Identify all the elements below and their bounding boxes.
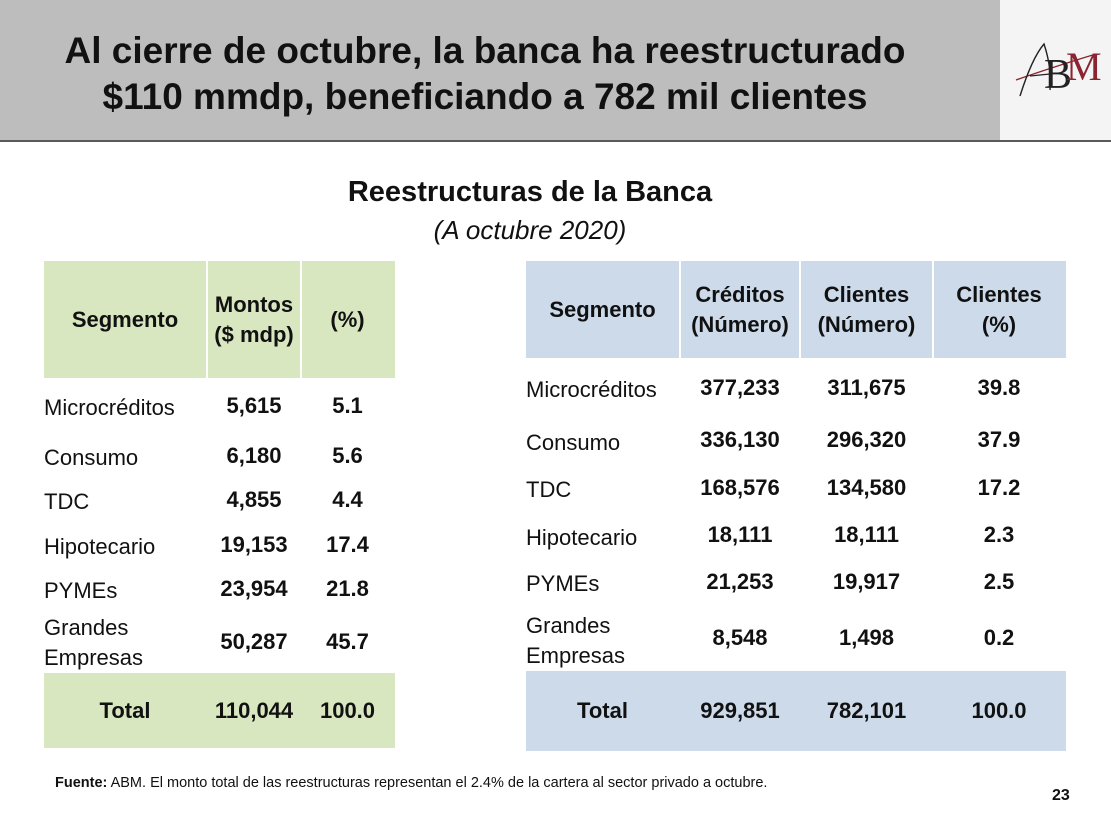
right-row-segment: Hipotecario — [526, 525, 638, 550]
right-header-band — [526, 261, 1066, 358]
page-number: 23 — [1052, 787, 1070, 804]
left-row-pct: 21.8 — [326, 576, 369, 601]
left-total-band — [44, 673, 395, 748]
right-row-segment-line-1: Grandes — [526, 613, 611, 638]
slide-title: Al cierre de octubre, la banca ha reestr… — [30, 28, 940, 120]
right-row-credits: 336,130 — [700, 427, 780, 452]
right-row-clients: 19,917 — [832, 569, 901, 594]
right-row-segment: PYMEs — [526, 571, 600, 596]
right-row-segment-line-2: Empresas — [526, 643, 626, 668]
right-header-divider — [679, 261, 681, 358]
left-row-segment: Hipotecario — [44, 534, 156, 559]
right-header-credits-line-1: Créditos — [695, 282, 785, 307]
right-header-clients: Clientes (Número) — [799, 278, 934, 342]
right-row-clients: 296,320 — [826, 427, 907, 452]
right-total-band — [526, 671, 1066, 751]
right-row-pct: 0.2 — [983, 625, 1015, 650]
right-row-clients: 134,580 — [826, 475, 907, 500]
right-row-credits: 8,548 — [712, 625, 768, 650]
logo-box: B M — [1000, 0, 1111, 142]
left-header-segment: Segmento — [71, 306, 179, 332]
left-row-segment: TDC — [44, 489, 90, 514]
slide-title-line-2: $110 mmdp, beneficiando a 782 mil client… — [102, 76, 868, 117]
right-row-pct: 39.8 — [977, 375, 1021, 400]
right-row-pct: 2.3 — [983, 522, 1015, 547]
abm-logo: B M — [1015, 42, 1102, 98]
left-row-amount: 19,153 — [220, 532, 288, 557]
right-row-credits: 18,111 — [707, 522, 773, 547]
slide-title-line-1: Al cierre de octubre, la banca ha reestr… — [64, 30, 906, 71]
left-header-amounts-line-2: ($ mdp) — [214, 322, 294, 347]
source-note: Fuente: ABM. El monto total de las reest… — [55, 773, 855, 794]
left-row-pct: 4.4 — [332, 487, 363, 512]
right-row-credits: 21,253 — [706, 569, 774, 594]
right-header-divider — [799, 261, 801, 358]
right-row-clients: 311,675 — [827, 375, 906, 400]
left-row-segment-line-1: Grandes — [44, 615, 129, 640]
left-total-label: Total — [99, 697, 151, 723]
svg-text:B: B — [1044, 52, 1072, 98]
source-label: Fuente: — [55, 775, 108, 791]
right-row-pct: 37.9 — [977, 427, 1021, 452]
right-header-segment: Segmento — [549, 296, 656, 322]
left-header-amounts: Montos ($ mdp) — [206, 288, 302, 352]
left-total-amount: 110,044 — [214, 697, 294, 723]
left-total-pct: 100.0 — [319, 697, 376, 723]
slide-header: Al cierre de octubre, la banca ha reestr… — [0, 0, 1000, 142]
right-row-segment: Grandes Empresas — [526, 611, 686, 671]
svg-text:M: M — [1066, 44, 1102, 89]
right-header-clients-line-2: (Número) — [817, 312, 916, 337]
left-row-pct: 45.7 — [326, 629, 369, 654]
right-row-pct: 17.2 — [977, 475, 1021, 500]
right-row-clients: 1,498 — [838, 625, 895, 650]
source-text: ABM. El monto total de las reestructuras… — [107, 775, 768, 791]
left-row-pct: 17.4 — [326, 532, 369, 557]
right-row-segment: TDC — [526, 477, 572, 502]
right-header-clients-pct: Clientes (%) — [932, 278, 1066, 342]
right-header-divider — [932, 261, 934, 358]
right-row-pct: 2.5 — [983, 569, 1015, 594]
table-section-title: Reestructuras de la Banca — [347, 176, 713, 208]
right-header-clients-pct-line-1: Clientes — [956, 282, 1042, 307]
left-header-band — [44, 261, 395, 378]
right-total-pct: 100.0 — [971, 698, 1027, 723]
right-row-clients: 18,111 — [834, 522, 899, 547]
left-row-amount: 23,954 — [220, 576, 288, 601]
left-row-segment: Microcréditos — [44, 395, 175, 420]
left-header-pct: (%) — [330, 306, 365, 332]
right-header-clients-line-1: Clientes — [823, 282, 910, 307]
right-total-label: Total — [577, 698, 628, 723]
right-row-segment: Microcréditos — [526, 377, 657, 402]
left-row-segment-line-2: Empresas — [44, 645, 144, 670]
left-row-pct: 5.1 — [332, 393, 363, 418]
right-row-credits: 168,576 — [700, 475, 780, 500]
left-header-divider — [300, 261, 302, 378]
left-row-segment: PYMEs — [44, 578, 118, 603]
right-total-credits: 929,851 — [700, 698, 780, 723]
left-row-segment: Grandes Empresas — [44, 613, 209, 673]
left-row-amount: 4,855 — [226, 487, 282, 512]
left-row-amount: 6,180 — [226, 443, 282, 468]
right-header-clients-pct-line-2: (%) — [981, 312, 1017, 337]
left-header-divider — [206, 261, 208, 378]
right-header-credits-line-2: (Número) — [691, 312, 789, 337]
left-row-pct: 5.6 — [332, 443, 363, 468]
table-section-date: (A octubre 2020) — [433, 215, 627, 245]
left-row-segment: Consumo — [44, 445, 139, 470]
right-total-clients: 782,101 — [826, 698, 907, 723]
right-row-segment: Consumo — [526, 430, 621, 455]
right-row-credits: 377,233 — [700, 375, 780, 400]
left-row-amount: 50,287 — [220, 629, 288, 654]
right-header-credits: Créditos (Número) — [679, 278, 801, 342]
left-header-amounts-line-1: Montos — [214, 292, 294, 317]
left-row-amount: 5,615 — [226, 393, 282, 418]
